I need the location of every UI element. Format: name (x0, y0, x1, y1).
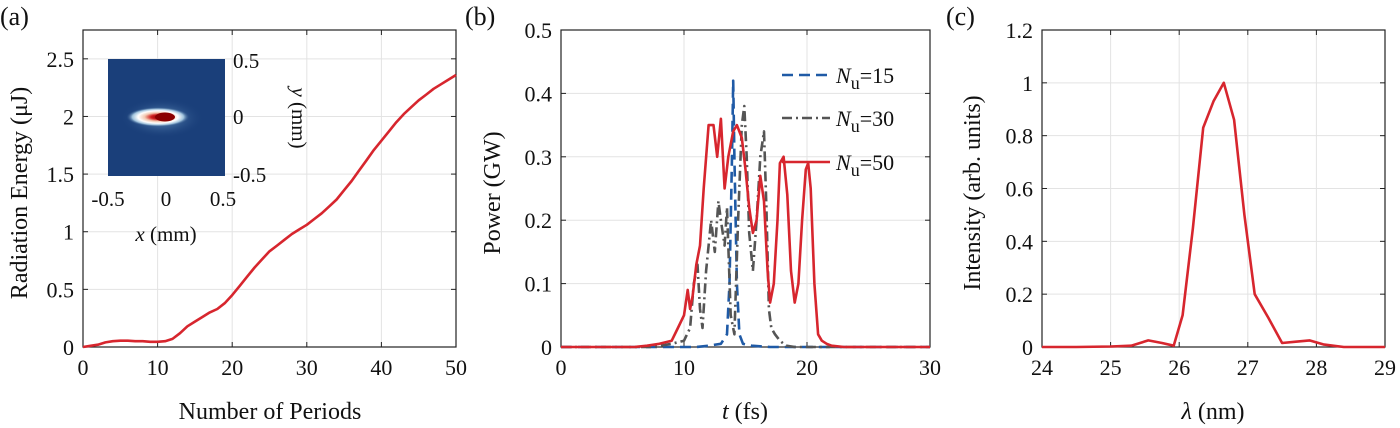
legend: Nu=15 Nu=30 Nu=50 (782, 63, 894, 180)
x-tick-label: 29 (1374, 355, 1396, 380)
inset-xlabel: x (mm) (134, 222, 196, 246)
legend-label: Nu=50 (835, 150, 894, 180)
panel-label-a: (a) (0, 2, 29, 31)
legend-label: Nu=30 (835, 106, 894, 136)
y-tick-label: 1.5 (47, 162, 75, 187)
x-tick-label: 0 (556, 355, 567, 380)
inset-heatmap (108, 59, 225, 176)
y-tick-label: 1.2 (1006, 18, 1034, 43)
y-tick-label: 2 (63, 104, 74, 129)
ylabel-a: Radiation Energy (μJ) (7, 87, 33, 299)
inset-ytick-top: 0.5 (233, 49, 259, 73)
y-tick-label: 0.4 (525, 81, 553, 106)
panel-label-c: (c) (946, 2, 975, 31)
x-tick-label: 24 (1031, 355, 1053, 380)
xlabel-b: t (fs) (722, 399, 768, 425)
y-tick-label: 0.3 (525, 145, 553, 170)
x-tick-label: 40 (370, 355, 392, 380)
y-tick-label: 0 (1022, 335, 1033, 360)
y-tick-label: 2.5 (47, 47, 75, 72)
inset-ytick-mid: 0 (233, 105, 244, 129)
plot-frame (82, 29, 457, 348)
series-line-c-0 (1042, 81, 1385, 349)
panel-label-b: (b) (465, 2, 495, 31)
y-tick-label: 0.8 (1006, 124, 1034, 149)
plot-frame (560, 29, 931, 348)
y-tick-label: 1 (1022, 71, 1033, 96)
inset-xtick-left: -0.5 (91, 187, 124, 211)
x-tick-label: 27 (1237, 355, 1259, 380)
x-tick-label: 25 (1100, 355, 1122, 380)
inset-ylabel: y (mm) (287, 85, 311, 148)
y-tick-label: 1 (63, 220, 74, 245)
y-tick-label: 0.5 (47, 277, 75, 302)
x-tick-label: 50 (445, 355, 467, 380)
ylabel-b: Power (GW) (480, 131, 506, 254)
x-tick-label: 20 (221, 355, 243, 380)
xlabel-a: Number of Periods (179, 399, 362, 425)
x-tick-label: 30 (296, 355, 318, 380)
y-tick-label: 0.1 (525, 272, 553, 297)
y-tick-label: 0 (63, 335, 74, 360)
xlabel-c: λ (nm) (1180, 399, 1244, 425)
legend-label: Nu=15 (835, 63, 894, 93)
x-tick-label: 30 (919, 355, 941, 380)
series-line-b-1 (561, 104, 930, 349)
inset-xtick-mid: 0 (161, 187, 172, 211)
series-line-a-0 (82, 73, 457, 349)
x-tick-label: 28 (1305, 355, 1327, 380)
y-tick-label: 0.4 (1006, 229, 1034, 254)
x-tick-label: 26 (1168, 355, 1190, 380)
inset-ytick-bottom: -0.5 (233, 163, 266, 187)
x-tick-label: 10 (147, 355, 169, 380)
inset-beam-core (155, 112, 175, 122)
y-tick-label: 0.5 (525, 18, 553, 43)
x-tick-label: 10 (673, 355, 695, 380)
panel-b-plot: 0 10 20 30 0 0.1 0.2 0.3 0.4 0.5 Nu=15 Nu=30 Nu=50 (525, 18, 942, 380)
series-line-b-0 (561, 79, 930, 349)
y-tick-label: 0 (541, 335, 552, 360)
y-tick-label: 0.6 (1006, 177, 1034, 202)
inset-xtick-right: 0.5 (210, 187, 236, 211)
y-tick-label: 0.2 (1006, 282, 1034, 307)
panel-c-plot: 24 25 26 27 28 29 0 0.2 0.4 0.6 0.8 1 1.2 (1006, 18, 1397, 380)
ylabel-c: Intensity (arb. units) (960, 95, 986, 290)
x-tick-label: 0 (78, 355, 89, 380)
y-tick-label: 0.2 (525, 208, 553, 233)
x-tick-label: 20 (796, 355, 818, 380)
